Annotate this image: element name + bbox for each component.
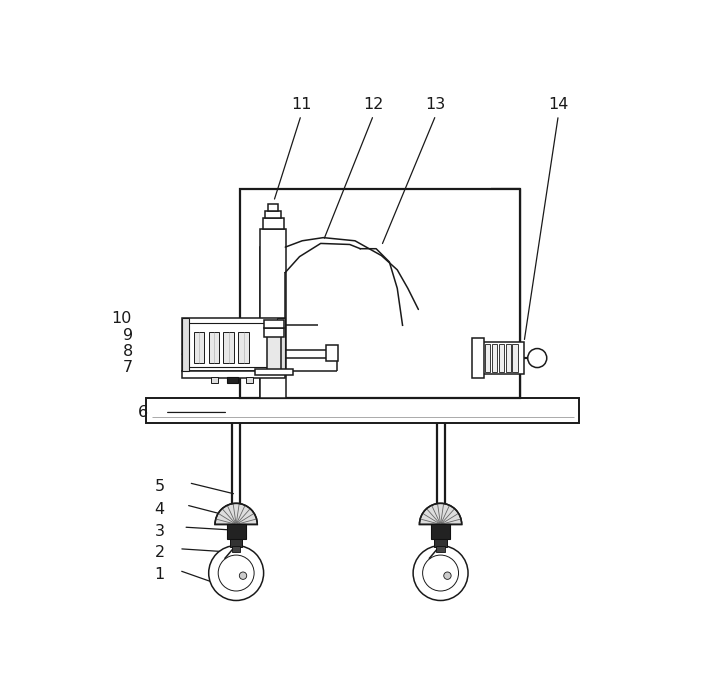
Circle shape [209, 545, 264, 600]
Bar [482, 342, 524, 374]
Bar [246, 377, 252, 383]
Circle shape [423, 555, 458, 591]
Bar [267, 331, 280, 371]
Circle shape [413, 545, 468, 600]
Bar [512, 344, 517, 372]
Bar [146, 398, 579, 423]
Text: 3: 3 [155, 524, 165, 539]
Bar [498, 344, 504, 372]
Text: 13: 13 [426, 97, 446, 112]
Bar [226, 524, 245, 539]
Text: 12: 12 [363, 97, 384, 112]
Bar [431, 524, 450, 539]
Bar [182, 318, 189, 371]
Bar [182, 370, 285, 378]
Bar [240, 189, 520, 398]
Circle shape [218, 555, 254, 591]
Text: 5: 5 [155, 479, 165, 494]
Bar [265, 211, 281, 218]
Bar [437, 545, 445, 552]
Bar [472, 338, 484, 378]
Circle shape [528, 348, 547, 368]
Text: 6: 6 [138, 405, 148, 420]
Bar [254, 369, 292, 375]
Text: 10: 10 [111, 311, 131, 326]
Circle shape [444, 572, 451, 580]
Text: 1: 1 [155, 567, 165, 582]
Bar [227, 377, 238, 383]
Bar [485, 344, 490, 372]
Wedge shape [215, 504, 257, 524]
Bar [260, 228, 286, 398]
Bar [505, 344, 511, 372]
Bar [194, 331, 205, 364]
Text: 4: 4 [155, 501, 165, 517]
Bar [262, 218, 284, 228]
Bar [264, 320, 284, 329]
Bar [187, 323, 280, 367]
Bar [209, 331, 219, 364]
Bar [224, 331, 234, 364]
Text: 8: 8 [123, 344, 133, 359]
Bar [182, 318, 285, 371]
Bar [230, 539, 243, 547]
Bar [212, 377, 218, 383]
Text: 14: 14 [548, 97, 569, 112]
Bar [326, 345, 338, 361]
Text: 9: 9 [123, 329, 133, 344]
Bar [238, 331, 249, 364]
Bar [268, 204, 278, 211]
Circle shape [239, 572, 247, 580]
Bar [434, 539, 447, 547]
Bar [264, 329, 284, 337]
Text: 11: 11 [291, 97, 311, 112]
Text: 7: 7 [123, 360, 133, 375]
Wedge shape [420, 504, 462, 524]
Bar [492, 344, 497, 372]
Text: 2: 2 [155, 545, 165, 560]
Bar [278, 318, 285, 371]
Bar [260, 247, 285, 398]
Bar [232, 545, 240, 552]
